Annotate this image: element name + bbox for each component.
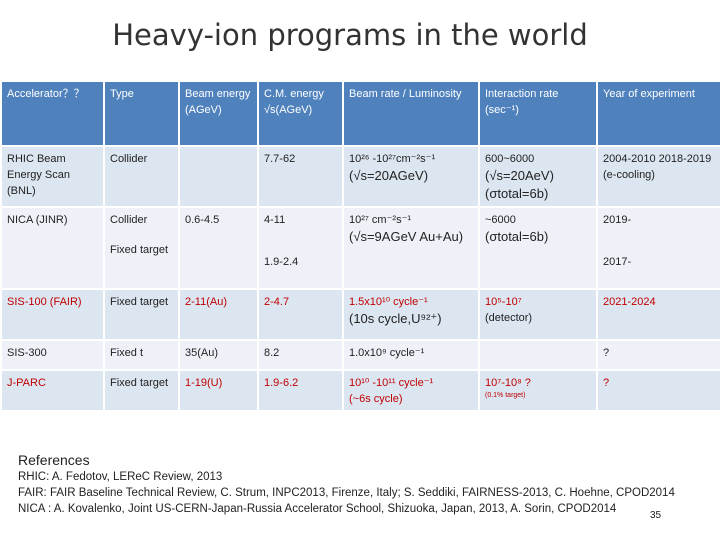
nica-type: Collider xyxy=(110,214,148,226)
sis300-type: Fixed t xyxy=(103,339,179,370)
table-row: SIS-100 (FAIR) Fixed target 2-11(Au) 2-4… xyxy=(0,288,720,340)
nica-beam-rate: 10²⁷ cm⁻²s⁻¹ xyxy=(349,214,412,226)
sis100-interaction-rate-cell: 10⁵-10⁷ (detector) xyxy=(478,288,597,340)
sis100-accelerator: SIS-100 (FAIR) xyxy=(0,288,104,340)
nica-interaction-rate: ~6000 xyxy=(485,214,516,226)
header-type: Type xyxy=(103,80,179,146)
sis300-interaction-rate xyxy=(478,339,597,370)
jparc-beam-rate-note: (~6s cycle) xyxy=(349,393,403,405)
rhic-accelerator: RHIC Beam Energy Scan (BNL) xyxy=(0,145,104,207)
rhic-beam-rate-note: (√s=20AGeV) xyxy=(349,168,429,183)
table-row: NICA (JINR) Collider Fixed target 0.6-4.… xyxy=(0,206,720,289)
nica-interaction-rate-cell: ~6000 (σtotal=6b) xyxy=(478,206,597,289)
nica-beam-rate-cell: 10²⁷ cm⁻²s⁻¹ (√s=9AGeV Au+Au) xyxy=(342,206,479,289)
sis100-interaction-rate-note: (detector) xyxy=(485,312,533,324)
jparc-interaction-rate-cell: 10⁷-10⁸ ? (0.1% target) xyxy=(478,369,597,410)
nica-cm-energy2: 1.9-2.4 xyxy=(264,256,299,268)
sis100-beam-rate: 1.5x10¹⁰ cycle⁻¹ xyxy=(349,296,428,308)
header-accelerator: Accelerator？？ xyxy=(0,80,104,146)
sis300-year: ? xyxy=(596,339,720,370)
sis100-beam-rate-cell: 1.5x10¹⁰ cycle⁻¹ (10s cycle,U⁹²⁺) xyxy=(342,288,479,340)
rhic-year: 2004-2010 2018-2019 (e-cooling) xyxy=(596,145,720,207)
rhic-interaction-rate-note: (√s=20AeV) xyxy=(485,168,554,183)
jparc-year: ? xyxy=(596,369,720,410)
jparc-accelerator: J-PARC xyxy=(0,369,104,410)
header-interaction-rate: Interaction rate (sec⁻¹) xyxy=(478,80,597,146)
rhic-beam-rate-cell: 10²⁶ -10²⁷cm⁻²s⁻¹ (√s=20AGeV) xyxy=(342,145,479,207)
references-block: References RHIC: A. Fedotov, LEReC Revie… xyxy=(18,452,718,517)
jparc-type: Fixed target xyxy=(103,369,179,410)
rhic-interaction-rate-cell: 600~6000 (√s=20AeV) (σtotal=6b) xyxy=(478,145,597,207)
rhic-beam-energy xyxy=(178,145,258,207)
heavy-ion-programs-table: Accelerator？？ Type Beam energy (AGeV) C.… xyxy=(0,80,720,410)
table-row: RHIC Beam Energy Scan (BNL) Collider 7.7… xyxy=(0,145,720,207)
nica-type2: Fixed target xyxy=(110,244,169,256)
nica-year2: 2017- xyxy=(603,256,632,268)
jparc-cm-energy: 1.9-6.2 xyxy=(257,369,343,410)
rhic-interaction-rate-note2: (σtotal=6b) xyxy=(485,186,549,201)
sis300-cm-energy: 8.2 xyxy=(257,339,343,370)
table-header-row: Accelerator？？ Type Beam energy (AGeV) C.… xyxy=(0,80,720,146)
nica-beam-rate-note: (√s=9AGeV Au+Au) xyxy=(349,229,464,244)
nica-interaction-rate-note: (σtotal=6b) xyxy=(485,229,549,244)
sis100-interaction-rate: 10⁵-10⁷ xyxy=(485,296,522,308)
jparc-interaction-rate-note: (0.1% target) xyxy=(485,392,526,399)
nica-year-cell: 2019- 2017- xyxy=(596,206,720,289)
table-row: J-PARC Fixed target 1-19(U) 1.9-6.2 10¹⁰… xyxy=(0,369,720,410)
references-heading: References xyxy=(18,452,90,468)
sis100-year: 2021-2024 xyxy=(596,288,720,340)
sis300-beam-rate: 1.0x10⁹ cycle⁻¹ xyxy=(342,339,479,370)
jparc-beam-rate: 10¹⁰ -10¹¹ cycle⁻¹ xyxy=(349,377,434,389)
rhic-cm-energy: 7.7-62 xyxy=(257,145,343,207)
nica-beam-energy: 0.6-4.5 xyxy=(178,206,258,289)
header-year: Year of experiment xyxy=(596,80,720,146)
rhic-beam-rate: 10²⁶ -10²⁷cm⁻²s⁻¹ xyxy=(349,153,436,165)
sis100-beam-rate-note: (10s cycle,U⁹²⁺) xyxy=(349,311,442,326)
sis100-beam-energy: 2-11(Au) xyxy=(178,288,258,340)
reference-rhic: RHIC: A. Fedotov, LEReC Review, 2013 xyxy=(18,471,223,483)
header-cm-energy: C.M. energy √s(AGeV) xyxy=(257,80,343,146)
sis300-beam-energy: 35(Au) xyxy=(178,339,258,370)
rhic-interaction-rate: 600~6000 xyxy=(485,153,535,165)
page-number: 35 xyxy=(650,510,662,521)
jparc-interaction-rate: 10⁷-10⁸ ? xyxy=(485,377,531,389)
header-beam-energy: Beam energy (AGeV) xyxy=(178,80,258,146)
jparc-beam-rate-cell: 10¹⁰ -10¹¹ cycle⁻¹ (~6s cycle) xyxy=(342,369,479,410)
nica-cm-energy: 4-11 xyxy=(264,214,286,226)
table-row: SIS-300 Fixed t 35(Au) 8.2 1.0x10⁹ cycle… xyxy=(0,339,720,370)
reference-nica: NICA : A. Kovalenko, Joint US-CERN-Japan… xyxy=(18,503,617,515)
nica-cm-energy-cell: 4-11 1.9-2.4 xyxy=(257,206,343,289)
sis100-cm-energy: 2-4.7 xyxy=(257,288,343,340)
sis300-accelerator: SIS-300 xyxy=(0,339,104,370)
sis100-type: Fixed target xyxy=(103,288,179,340)
rhic-type: Collider xyxy=(103,145,179,207)
nica-type-cell: Collider Fixed target xyxy=(103,206,179,289)
nica-accelerator: NICA (JINR) xyxy=(0,206,104,289)
header-beam-rate: Beam rate / Luminosity xyxy=(342,80,479,146)
nica-year: 2019- xyxy=(603,214,632,226)
slide-title: Heavy-ion programs in the world xyxy=(112,18,588,52)
jparc-beam-energy: 1-19(U) xyxy=(178,369,258,410)
reference-fair: FAIR: FAIR Baseline Technical Review, C.… xyxy=(18,487,675,499)
